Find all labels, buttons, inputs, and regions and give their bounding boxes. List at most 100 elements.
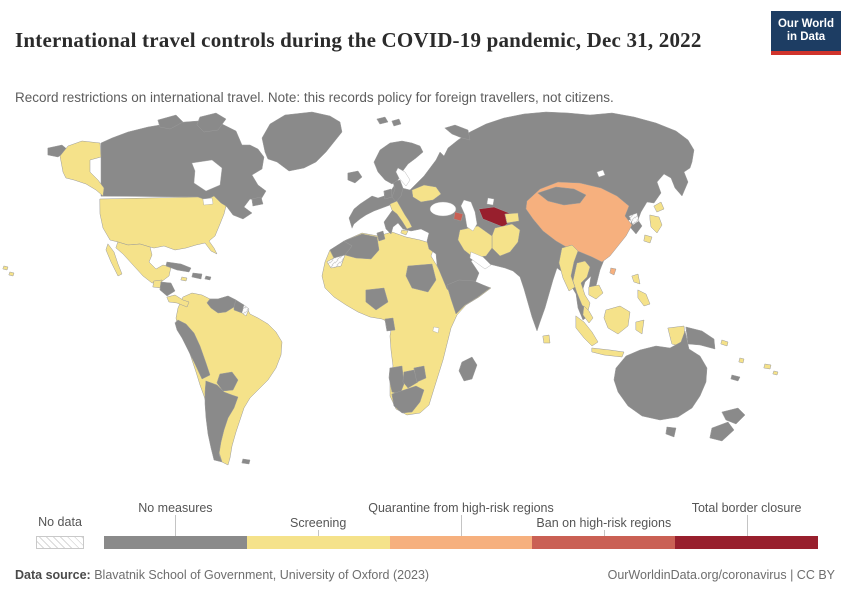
country-novaya-zemlya[interactable] — [444, 124, 471, 141]
country-fiji[interactable] — [772, 370, 779, 376]
country-alaska[interactable] — [59, 140, 105, 197]
country-western-sahara[interactable] — [326, 254, 346, 269]
country-zimbabwe[interactable] — [413, 365, 427, 383]
country-honduras-nicaragua[interactable] — [159, 281, 176, 297]
page-subtitle: Record restrictions on international tra… — [15, 89, 614, 105]
country-italy[interactable] — [389, 200, 413, 230]
country-borneo[interactable] — [603, 305, 631, 335]
country-puerto-rico[interactable] — [204, 275, 212, 281]
legend-swatch-screening[interactable] — [246, 536, 390, 549]
country-sumatra[interactable] — [575, 315, 599, 347]
country-great-britain[interactable] — [391, 179, 404, 203]
country-ukraine[interactable] — [411, 184, 442, 203]
country-algeria[interactable] — [343, 233, 380, 260]
country-arctic-islands[interactable] — [157, 114, 184, 130]
country-hawaii[interactable] — [2, 265, 9, 271]
country-baja-california[interactable] — [105, 243, 123, 277]
country-botswana[interactable] — [402, 369, 419, 389]
hudson-bay — [191, 159, 223, 192]
country-scandinavia[interactable] — [373, 140, 424, 185]
legend-swatch-total_closure[interactable] — [675, 536, 818, 549]
country-java[interactable] — [591, 347, 625, 358]
country-solomon-islands[interactable] — [720, 339, 729, 347]
aral-sea — [486, 197, 495, 206]
country-mongolia[interactable] — [537, 186, 587, 206]
country-australia[interactable] — [613, 330, 708, 421]
country-malaysia[interactable] — [582, 305, 594, 324]
owid-logo-accent-bar — [771, 51, 841, 55]
country-tunisia[interactable] — [376, 230, 386, 242]
country-philippines[interactable] — [631, 273, 641, 285]
country-french-guiana[interactable] — [241, 304, 250, 317]
country-sulawesi[interactable] — [635, 319, 645, 335]
country-venezuela[interactable] — [206, 295, 237, 314]
country-falkland-islands[interactable] — [241, 458, 251, 465]
legend-swatch-quarantine[interactable] — [389, 536, 533, 549]
country-japan[interactable] — [649, 214, 663, 234]
country-new-zealand[interactable] — [709, 421, 735, 442]
country-iceland[interactable] — [347, 170, 363, 184]
country-sudan[interactable] — [405, 263, 437, 293]
country-ecuador-peru[interactable] — [174, 319, 211, 380]
country-svalbard[interactable] — [391, 118, 402, 127]
country-south-africa[interactable] — [391, 385, 425, 414]
country-jamaica[interactable] — [180, 276, 188, 282]
country-new-caledonia[interactable] — [730, 374, 741, 382]
owid-logo: Our World in Data — [771, 11, 841, 55]
country-thailand[interactable] — [572, 260, 591, 312]
footer-source: Data source: Blavatnik School of Governm… — [15, 568, 429, 582]
country-turkmenistan[interactable] — [478, 206, 512, 228]
country-paraguay[interactable] — [216, 371, 239, 392]
country-hispaniola[interactable] — [191, 272, 203, 280]
legend-label-quarantine: Quarantine from high-risk regions — [368, 501, 554, 515]
country-madagascar[interactable] — [458, 356, 478, 382]
country-arctic-islands[interactable] — [196, 112, 227, 133]
country-eurasia[interactable] — [348, 111, 695, 332]
legend-label-ban: Ban on high-risk regions — [536, 516, 672, 530]
country-ireland[interactable] — [383, 188, 393, 200]
country-hawaii[interactable] — [8, 271, 15, 277]
country-new-zealand[interactable] — [721, 407, 746, 425]
country-papua-new-guinea[interactable] — [685, 326, 716, 350]
country-somalia[interactable] — [446, 279, 491, 315]
country-japan[interactable] — [653, 201, 665, 213]
legend-swatch-ban[interactable] — [532, 536, 676, 549]
footer-credit-link[interactable]: OurWorldinData.org/coronavirus | CC BY — [607, 568, 835, 582]
legend-label-screening: Screening — [290, 516, 347, 530]
country-sicily[interactable] — [400, 229, 409, 236]
country-mexico[interactable] — [115, 241, 172, 284]
country-vanuatu[interactable] — [738, 357, 745, 364]
legend-color-bar — [104, 536, 818, 549]
owid-logo-line2: in Data — [786, 31, 826, 43]
country-philippines[interactable] — [637, 289, 651, 307]
legend-tick-total_closure — [746, 515, 748, 536]
legend-swatch-no_measures[interactable] — [104, 536, 247, 549]
footer-source-label: Data source: — [15, 568, 91, 582]
country-kyrgyzstan-tajikistan[interactable] — [504, 212, 520, 224]
baltic-sea — [395, 167, 411, 187]
country-newfoundland[interactable] — [251, 196, 264, 207]
country-gabon[interactable] — [384, 317, 396, 332]
country-taiwan[interactable] — [609, 267, 617, 276]
legend-label-total_closure: Total border closure — [691, 501, 802, 515]
country-greenland[interactable] — [261, 111, 343, 172]
country-japan[interactable] — [643, 234, 653, 244]
country-costa-rica-panama[interactable] — [166, 294, 190, 308]
country-cambodia[interactable] — [588, 284, 604, 300]
country-guyana-suriname[interactable] — [233, 299, 245, 314]
country-iran[interactable] — [457, 225, 493, 259]
country-sri-lanka[interactable] — [542, 334, 551, 344]
country-argentina[interactable] — [204, 380, 239, 463]
country-cuba[interactable] — [165, 261, 192, 273]
country-fiji[interactable] — [763, 363, 772, 370]
country-svalbard[interactable] — [376, 116, 389, 125]
country-north-korea[interactable] — [628, 212, 640, 226]
country-azerbaijan[interactable] — [453, 211, 464, 222]
great-lakes — [202, 197, 214, 206]
page-title: International travel controls during the… — [15, 28, 702, 53]
legend-tick-no_measures — [175, 515, 177, 536]
legend-no-data-swatch[interactable] — [36, 536, 84, 549]
country-tasmania[interactable] — [665, 426, 677, 438]
country-nigeria[interactable] — [365, 287, 389, 311]
